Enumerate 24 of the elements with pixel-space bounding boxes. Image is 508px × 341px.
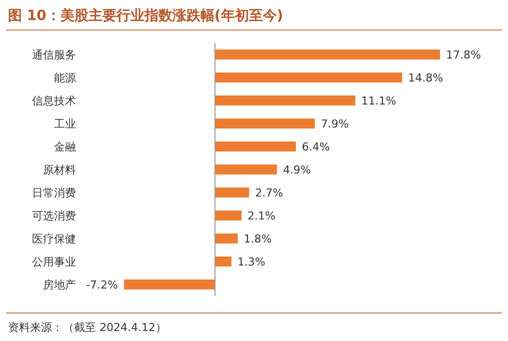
data-label: 14.8% — [408, 72, 444, 84]
y-tick-label: 金融 — [54, 140, 76, 154]
y-tick-label: 工业 — [54, 118, 76, 130]
y-tick-label: 公用事业 — [32, 256, 76, 268]
data-label: 1.8% — [244, 232, 272, 246]
data-label: -7.2% — [86, 278, 118, 292]
y-tick-label: 房地产 — [43, 278, 76, 292]
data-label: 2.1% — [248, 210, 276, 222]
data-label: 1.3% — [237, 256, 266, 268]
y-tick-label: 可选消费 — [32, 210, 76, 222]
title: 图 10：美股主要行业指数涨跌幅(年初至今) — [8, 8, 284, 24]
text: 资料来源：（截至 2024.4.12） — [8, 321, 166, 334]
y-tick-label: 信息技术 — [32, 94, 76, 108]
data-label: 6.4% — [302, 140, 330, 154]
data-label: 7.9% — [320, 118, 349, 130]
data-label: 11.1% — [361, 94, 396, 108]
y-tick-label: 能源 — [54, 72, 76, 84]
y-tick-label: 医疗保健 — [32, 232, 76, 246]
y-tick-label: 日常消费 — [32, 186, 76, 200]
data-label: 17.8% — [446, 48, 481, 62]
data-label: 2.7% — [255, 186, 284, 200]
data-label: 4.9% — [282, 164, 311, 176]
y-tick-label: 通信服务 — [32, 48, 76, 62]
y-tick-label: 原材料 — [43, 164, 76, 176]
